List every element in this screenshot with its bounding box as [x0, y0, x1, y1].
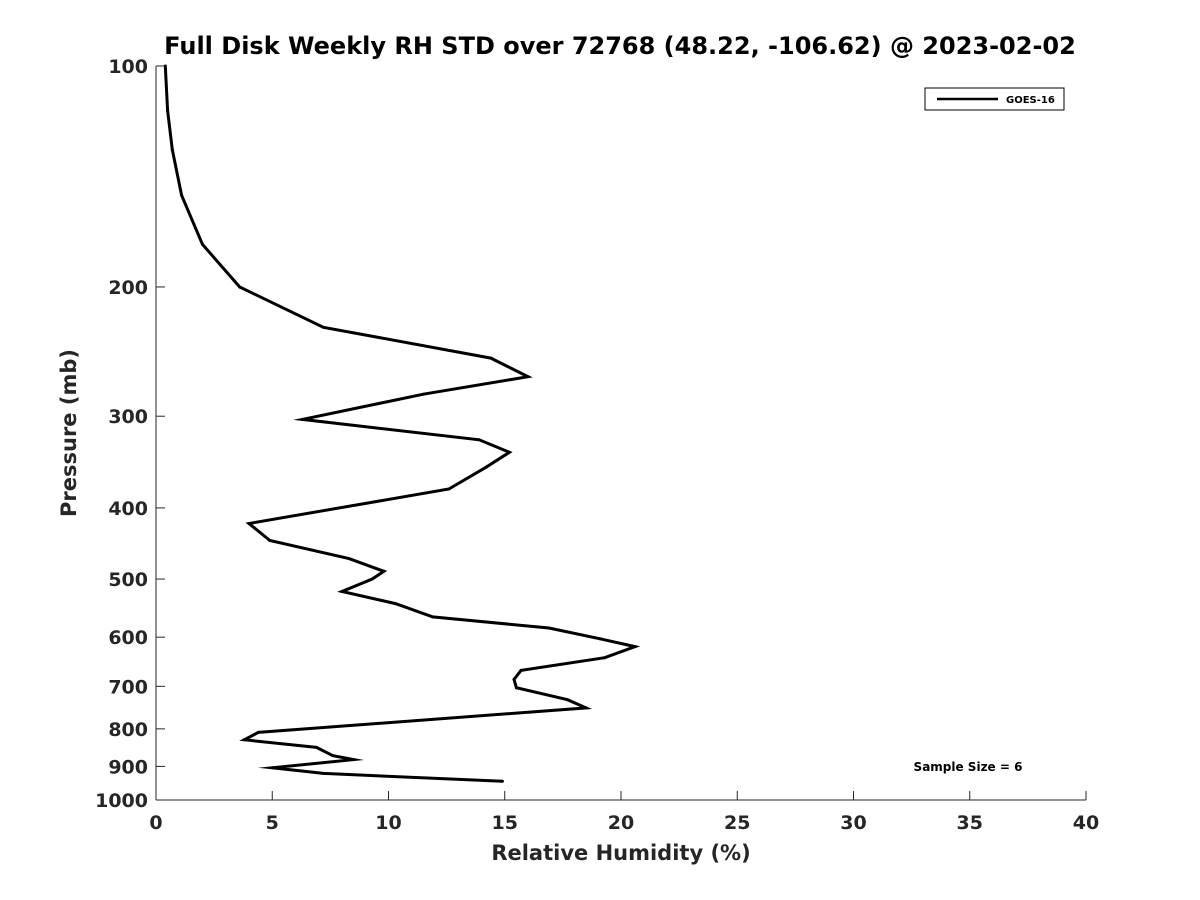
x-axis-label: Relative Humidity (%)	[491, 841, 750, 865]
data-point	[382, 569, 386, 573]
data-point	[584, 706, 588, 710]
data-point	[489, 356, 493, 360]
x-axis: 0 5 10 15 20 25 30 35 40	[149, 791, 1099, 834]
legend: GOES-16	[924, 87, 1065, 111]
data-point	[247, 522, 251, 525]
y-axis-label: Pressure (mb)	[57, 349, 81, 517]
data-point	[331, 754, 335, 758]
data-point	[238, 285, 242, 289]
data-point	[526, 375, 530, 379]
data-point	[447, 487, 451, 491]
y-tick-label: 400	[108, 498, 148, 520]
x-tick-label: 30	[840, 812, 866, 834]
data-point	[431, 615, 435, 619]
legend-label-goes-16: GOES-16	[1006, 95, 1055, 106]
x-tick-label: 35	[957, 812, 983, 834]
y-tick-label: 300	[108, 406, 148, 428]
series-line-goes-16	[163, 65, 641, 783]
data-point	[477, 438, 481, 442]
data-point	[180, 193, 184, 197]
x-tick-label: 5	[266, 812, 279, 834]
x-tick-label: 10	[375, 812, 401, 834]
y-tick-label: 800	[108, 719, 148, 741]
data-point	[519, 668, 523, 672]
y-axis: 100 200 300 400 500 600 700 800 900 1000	[95, 56, 165, 812]
y-tick-label: 900	[108, 756, 148, 778]
data-point	[347, 557, 351, 561]
data-point	[394, 602, 397, 606]
x-tick-label: 0	[149, 812, 162, 834]
data-point	[484, 465, 488, 469]
data-point	[352, 758, 356, 762]
data-point	[270, 766, 274, 770]
x-tick-label: 15	[492, 812, 518, 834]
data-point	[256, 730, 260, 734]
x-tick-label: 40	[1073, 812, 1099, 834]
series-layer	[163, 64, 641, 783]
y-tick-label: 100	[108, 56, 148, 78]
data-point	[321, 771, 325, 775]
data-point	[500, 779, 504, 783]
data-point	[163, 64, 167, 68]
data-point	[507, 450, 511, 454]
data-point	[340, 590, 344, 593]
data-point	[514, 686, 518, 690]
y-tick-label: 700	[108, 676, 148, 698]
data-point	[201, 242, 204, 246]
x-tick-label: 20	[608, 812, 634, 834]
data-point	[321, 325, 325, 329]
data-point	[547, 626, 551, 630]
y-tick-label: 600	[108, 627, 148, 649]
data-point	[603, 656, 607, 660]
x-tick-label: 25	[724, 812, 750, 834]
data-point	[566, 698, 569, 702]
data-point	[598, 637, 602, 641]
chart-title: Full Disk Weekly RH STD over 72768 (48.2…	[164, 32, 1076, 60]
data-point	[166, 109, 170, 113]
data-point	[301, 417, 304, 421]
data-point	[370, 577, 374, 581]
data-point	[242, 738, 246, 742]
data-point	[421, 392, 425, 396]
y-tick-label: 500	[108, 569, 148, 591]
data-point	[268, 539, 272, 542]
data-point	[512, 677, 516, 681]
data-point	[633, 645, 637, 649]
data-point	[314, 745, 318, 749]
y-tick-label: 200	[108, 277, 148, 299]
sample-size-annotation: Sample Size = 6	[914, 760, 1023, 774]
data-point	[170, 148, 174, 152]
y-tick-label: 1000	[95, 790, 148, 812]
